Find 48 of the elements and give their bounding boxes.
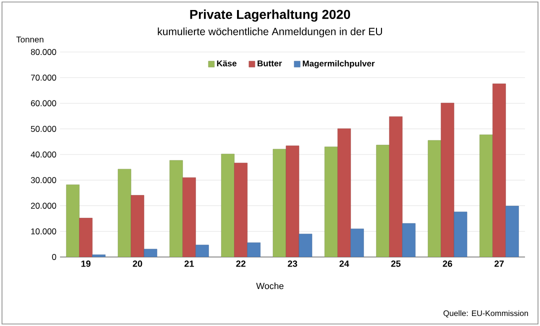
bar	[130, 195, 144, 257]
bar	[272, 148, 286, 257]
chart-title: Private Lagerhaltung 2020	[190, 10, 350, 22]
x-tick-label: 24	[340, 260, 350, 267]
y-tick-label: 30.000	[30, 177, 56, 184]
x-axis-title: Woche	[256, 282, 284, 290]
x-tick-label: 26	[442, 260, 452, 267]
bar	[402, 223, 416, 257]
x-tick-label: 19	[81, 260, 90, 267]
bar	[324, 146, 338, 257]
y-tick-label: 0	[52, 254, 56, 260]
x-tick-label: 22	[236, 260, 246, 267]
bar	[234, 162, 248, 257]
legend-label: Käse	[217, 60, 236, 66]
legend-label: Magermilchpulver	[302, 60, 375, 68]
y-axis-title: Tonnen	[16, 36, 44, 42]
chart-subtitle: kumulierte wöchentliche Anmeldungen in der EU	[158, 28, 382, 38]
y-tick-label: 60.000	[31, 100, 56, 106]
y-tick-label: 10.000	[31, 228, 56, 234]
bar	[389, 116, 402, 257]
bar	[170, 160, 183, 257]
bar	[480, 134, 493, 257]
x-tick-label: 27	[494, 260, 504, 267]
bar	[118, 168, 132, 257]
bar	[506, 206, 519, 257]
x-tick-label: 25	[391, 260, 401, 267]
bar	[182, 177, 196, 257]
bar	[79, 218, 92, 257]
bar	[428, 140, 442, 257]
x-tick-label: 21	[184, 260, 194, 267]
bar	[350, 228, 364, 257]
x-tick-label: 23	[288, 260, 298, 267]
y-tick-label: 40.000	[30, 152, 56, 158]
bar	[440, 102, 454, 257]
bar	[221, 154, 234, 257]
y-tick-label: 20.000	[31, 202, 56, 209]
legend-label: Butter	[258, 60, 282, 66]
y-tick-label: 80.000	[30, 49, 56, 55]
y-tick-label: 50.000	[30, 126, 56, 132]
bar	[247, 242, 260, 257]
bar	[286, 146, 300, 257]
bar	[338, 128, 351, 257]
bar	[454, 212, 468, 257]
bar	[376, 144, 390, 257]
bar	[66, 184, 80, 257]
bar	[492, 84, 506, 257]
x-tick-label: 20	[132, 260, 142, 267]
y-tick-label: 70.000	[31, 74, 56, 81]
